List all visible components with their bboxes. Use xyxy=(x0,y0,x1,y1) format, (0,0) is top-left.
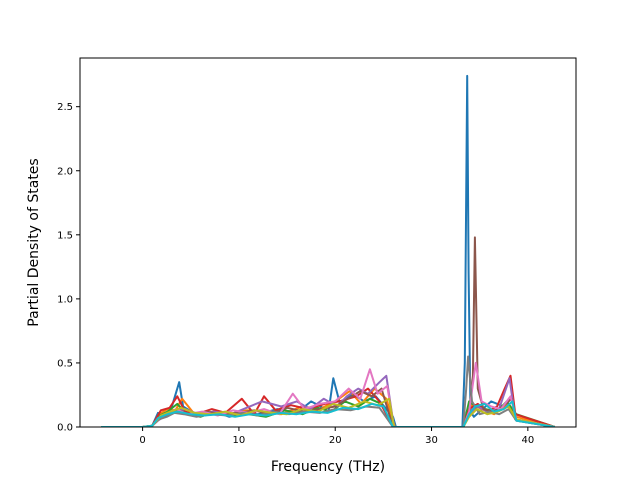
y-axis: 0.0 0.5 1.0 1.5 2.0 2.5 xyxy=(57,102,80,434)
plot-frame xyxy=(79,57,577,428)
y-axis-label: Partial Density of States xyxy=(26,158,42,326)
y-tick-label: 2.0 xyxy=(57,166,73,177)
x-tick-label: 30 xyxy=(425,435,438,446)
x-tick-label: 40 xyxy=(521,435,534,446)
x-tick-label: 20 xyxy=(329,435,342,446)
x-tick-label: 0 xyxy=(139,435,145,446)
y-tick-label: 1.5 xyxy=(57,230,73,241)
y-tick-label: 1.0 xyxy=(57,294,73,305)
x-axis: 0 10 20 30 40 xyxy=(139,427,534,446)
series-line-7 xyxy=(101,361,555,427)
x-axis-label: Frequency (THz) xyxy=(271,459,385,475)
x-tick-label: 10 xyxy=(233,435,246,446)
series-line-10 xyxy=(101,400,555,427)
y-tick-label: 0.0 xyxy=(57,423,73,434)
y-tick-label: 2.5 xyxy=(57,102,73,113)
series-line-1 xyxy=(101,74,555,427)
y-tick-label: 0.5 xyxy=(57,358,73,369)
